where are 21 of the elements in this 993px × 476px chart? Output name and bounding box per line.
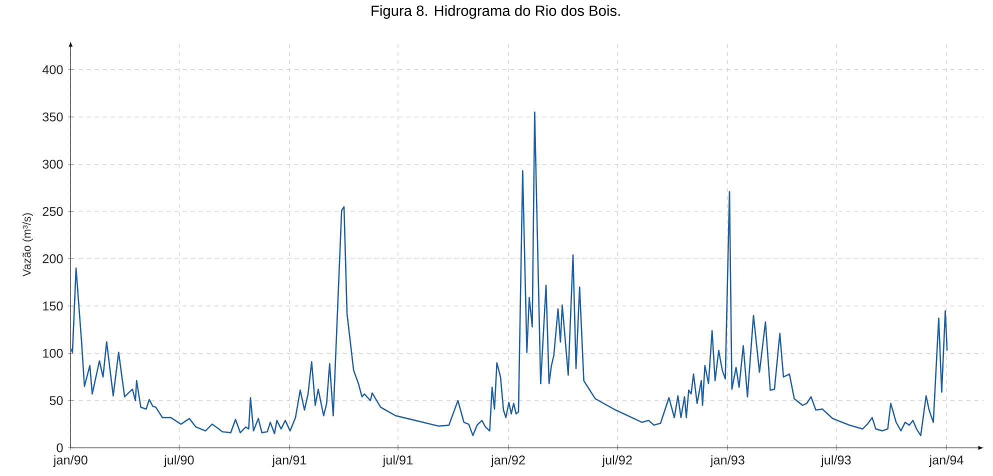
- chart-title: Figura 8. Hidrograma do Rio dos Bois.: [372, 5, 620, 19]
- x-tick-label: jan/90: [53, 455, 88, 468]
- x-tick-label: jul/93: [820, 455, 851, 468]
- x-tick-label: jan/92: [490, 455, 525, 468]
- x-tick-label: jul/91: [382, 455, 412, 468]
- y-tick-label: 400: [42, 65, 63, 74]
- y-tick-label: 150: [43, 302, 63, 311]
- y-axis-title: Vazão (m³/s): [22, 213, 33, 277]
- y-tick-label: 200: [42, 254, 63, 264]
- y-tick-label: 100: [43, 348, 63, 358]
- x-tick-label: jan/94: [928, 455, 964, 468]
- y-tick-label: 350: [42, 112, 63, 122]
- x-tick-label: jan/91: [272, 455, 306, 468]
- y-tick-label: 250: [42, 207, 63, 216]
- y-tick-label: 300: [42, 160, 63, 169]
- x-tick-label: jul/92: [602, 455, 632, 468]
- x-tick-label: jul/90: [164, 455, 194, 468]
- y-tick-label: 50: [50, 396, 63, 406]
- line-series: [70, 112, 948, 436]
- y-tick-label: 0: [56, 443, 63, 452]
- x-tick-label: jan/93: [710, 455, 744, 468]
